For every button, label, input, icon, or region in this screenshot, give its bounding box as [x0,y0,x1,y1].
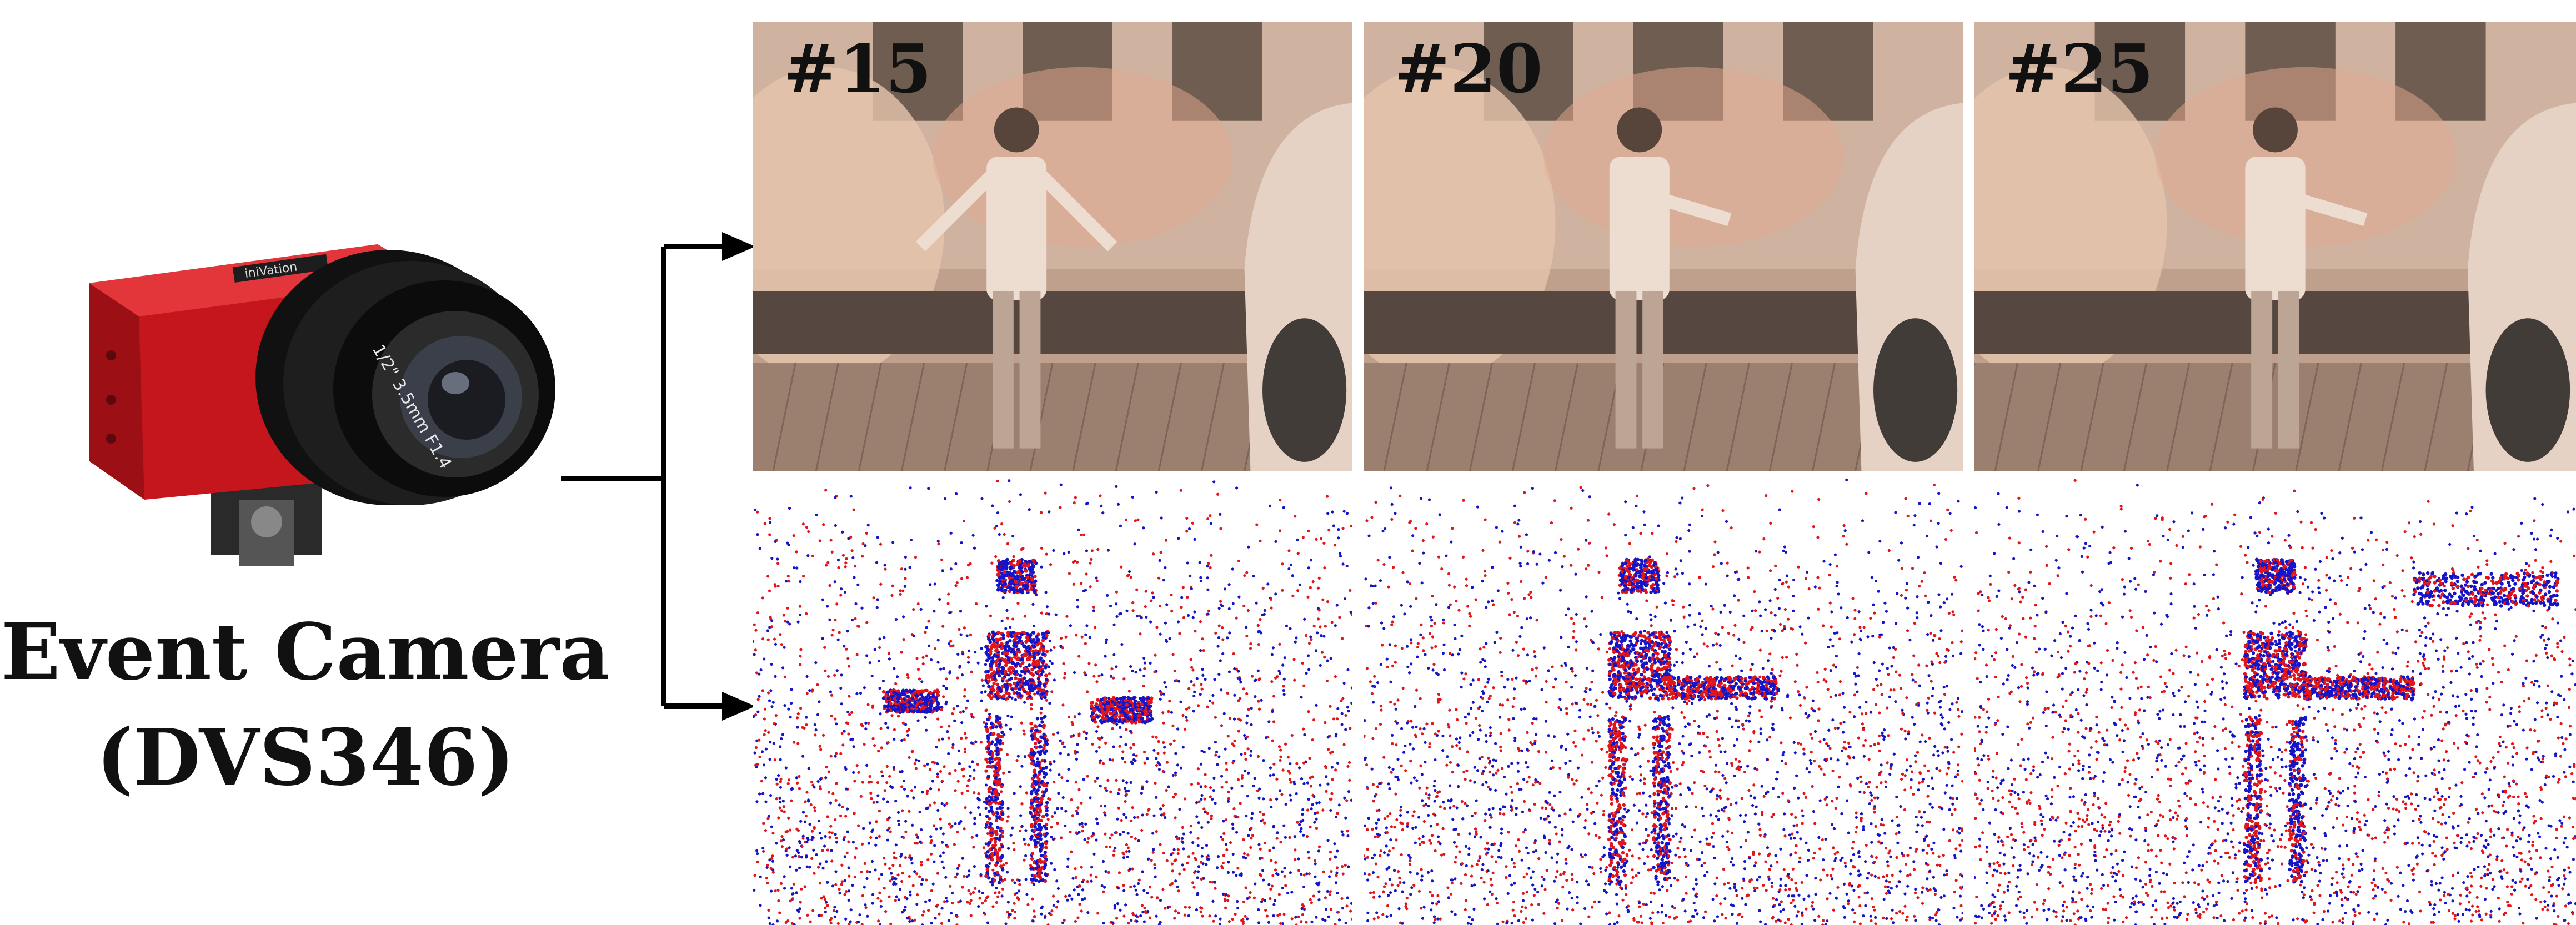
camera-caption-name: Event Camera [1,607,610,698]
arrow-head-events [722,692,755,721]
event-frame-25 [1974,477,2576,925]
event-frame-15 [753,477,1352,925]
frame-label: #15 [783,30,932,108]
rgb-frame-15 [753,22,1352,471]
branch-arrows [555,222,761,722]
rgb-frame-25 [1974,22,2576,471]
event-frame-20 [1364,477,1963,925]
camera-caption-model: (DVS346) [96,712,515,803]
frame-label: #25 [2005,30,2154,108]
frame-label: #20 [1394,30,1543,108]
rgb-frame-20 [1364,22,1963,471]
event-camera-image: iniVation 1/2" 3.5mm F1.4 [78,211,555,583]
arrow-head-frames [722,232,755,261]
